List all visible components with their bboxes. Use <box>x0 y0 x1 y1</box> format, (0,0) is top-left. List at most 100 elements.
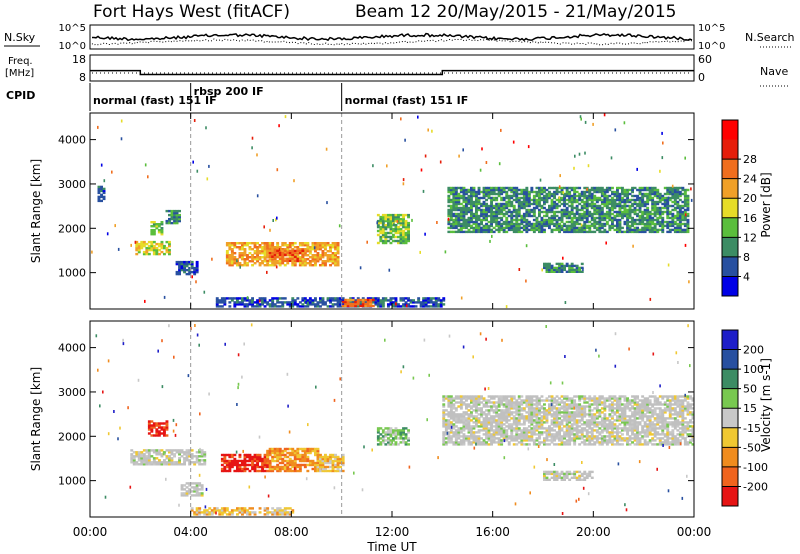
velocity-cell <box>495 415 499 418</box>
velocity-cell <box>583 405 587 408</box>
power-cell <box>616 192 619 196</box>
velocity-cell <box>573 437 577 440</box>
power-cell <box>286 257 290 260</box>
power-cell <box>495 214 499 218</box>
velocity-cell <box>228 469 232 473</box>
velocity-cell <box>472 441 476 444</box>
power-cell <box>668 220 672 224</box>
velocity-cell <box>266 457 270 461</box>
power-cell <box>500 224 504 228</box>
velocity-cell <box>258 455 262 459</box>
velocity-cell <box>475 437 478 440</box>
velocity-cell <box>578 411 582 414</box>
power-cell <box>538 228 541 232</box>
velocity-cell <box>384 433 388 436</box>
velocity-cell <box>490 423 493 426</box>
power-speckle <box>439 160 442 164</box>
power-cell <box>409 301 413 304</box>
power-cell <box>666 198 670 202</box>
power-cell <box>160 233 164 236</box>
noise-sky-label: N.Sky <box>4 31 36 44</box>
power-cell <box>583 214 587 218</box>
power-cell <box>633 186 637 190</box>
velocity-cell <box>497 425 501 428</box>
power-cell <box>102 189 106 193</box>
power-cell <box>434 297 438 300</box>
velocity-cell <box>490 409 493 412</box>
velocity-cell <box>570 423 574 426</box>
velocity-cell <box>545 419 549 422</box>
power-cell <box>175 215 179 219</box>
power-cell <box>236 262 239 265</box>
velocity-cell <box>565 441 569 444</box>
velocity-cell <box>157 432 161 435</box>
power-cell <box>324 254 327 257</box>
power-cell <box>580 208 584 212</box>
power-cell <box>459 210 463 214</box>
velocity-cell <box>585 413 589 416</box>
power-cell <box>515 212 519 216</box>
velocity-cell <box>568 429 572 432</box>
velocity-cell <box>580 429 584 432</box>
power-cell <box>525 226 529 230</box>
velocity-cell <box>492 403 496 406</box>
power-cell <box>545 212 549 216</box>
power-cell <box>263 297 267 300</box>
power-cell <box>397 241 400 245</box>
velocity-cell <box>580 423 584 426</box>
power-cell <box>449 218 453 222</box>
power-cell <box>673 220 677 224</box>
power-cell <box>568 270 572 273</box>
velocity-cell <box>573 419 577 422</box>
velocity-cell <box>543 439 546 442</box>
velocity-cell <box>507 413 511 416</box>
velocity-cell <box>447 405 451 408</box>
velocity-cell <box>585 433 589 436</box>
velocity-cell <box>465 403 468 406</box>
power-cell <box>490 202 493 206</box>
power-speckle <box>489 239 491 243</box>
power-cell <box>608 208 612 212</box>
velocity-cell <box>553 421 556 424</box>
power-cell <box>228 264 232 267</box>
power-cell <box>374 299 378 302</box>
power-cell <box>253 262 257 265</box>
power-cell <box>553 268 556 271</box>
power-cell <box>618 202 622 206</box>
velocity-cell <box>293 449 297 453</box>
power-cell <box>532 228 536 232</box>
power-cell <box>683 188 687 192</box>
power-cell <box>550 220 554 224</box>
power-cell <box>336 248 340 251</box>
power-cell <box>663 206 667 210</box>
power-cell <box>263 248 267 251</box>
power-speckle <box>395 302 397 306</box>
power-cell <box>341 299 345 302</box>
power-cell <box>326 250 330 253</box>
power-cell <box>399 241 403 245</box>
velocity-cell <box>331 453 335 457</box>
power-speckle <box>144 163 147 167</box>
velocity-cell <box>482 419 486 422</box>
power-cell <box>492 206 496 210</box>
power-cell <box>314 246 317 249</box>
power-cell <box>600 212 604 216</box>
power-cell <box>618 220 622 224</box>
power-cell <box>626 200 629 204</box>
velocity-cell <box>497 431 501 434</box>
velocity-cell <box>535 421 539 424</box>
power-cell <box>590 200 594 204</box>
velocity-cell <box>540 399 544 402</box>
power-cell <box>480 204 483 208</box>
power-cell <box>296 248 300 251</box>
power-cell <box>585 194 589 198</box>
velocity-cell <box>510 411 514 414</box>
velocity-cell <box>301 455 305 459</box>
power-cell <box>291 299 295 302</box>
velocity-cell <box>482 399 486 402</box>
power-cell <box>311 303 315 306</box>
velocity-cell <box>530 435 534 438</box>
power-cell <box>575 230 579 234</box>
power-cell <box>336 252 340 255</box>
power-cell <box>540 220 544 224</box>
